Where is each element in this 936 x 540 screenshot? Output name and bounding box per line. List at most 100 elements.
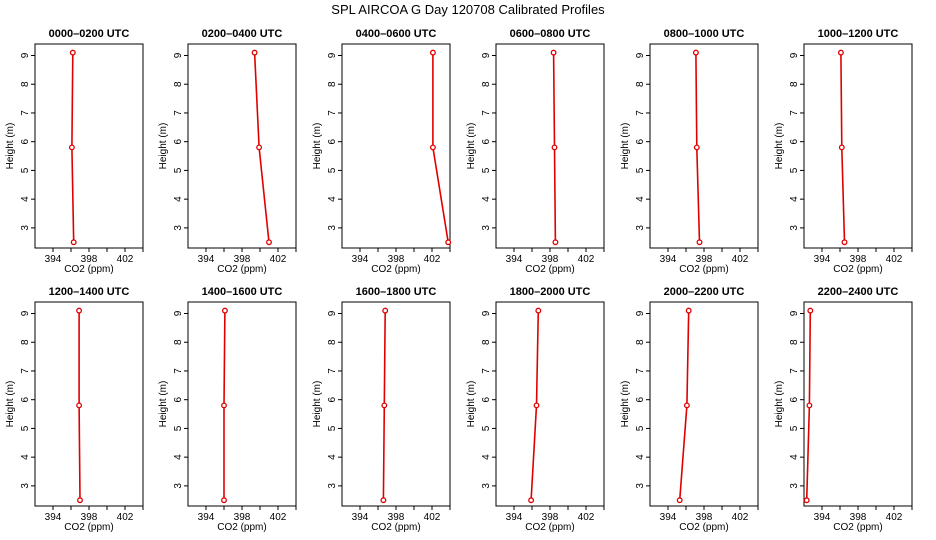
x-tick-label: 394 bbox=[814, 512, 831, 523]
y-tick-label: 7 bbox=[789, 368, 800, 374]
y-tick-label: 6 bbox=[481, 396, 492, 402]
plot-frame bbox=[495, 43, 605, 249]
y-tick-label: 4 bbox=[481, 454, 492, 460]
x-tick-label: 402 bbox=[578, 254, 595, 265]
x-tick-label: 402 bbox=[578, 512, 595, 523]
y-axis-label: Height (m) bbox=[774, 123, 785, 170]
x-tick-label: 394 bbox=[352, 512, 369, 523]
panel-1: 0200–0400 UTC 394 398 402 3 4 5 6 7 8 9 CO2 (ppm) He… bbox=[158, 28, 297, 275]
y-tick-label: 8 bbox=[20, 339, 31, 345]
panel-6: 1200–1400 UTC 394 398 402 3 4 5 6 7 8 9 CO2 (ppm) He… bbox=[5, 286, 144, 533]
y-tick-label: 5 bbox=[327, 167, 338, 173]
y-axis-label: Height (m) bbox=[158, 123, 169, 170]
x-tick-label: 394 bbox=[506, 254, 523, 265]
y-tick-label: 8 bbox=[635, 339, 646, 345]
panel-title: 0200–0400 UTC bbox=[202, 28, 283, 40]
data-point bbox=[221, 402, 227, 409]
plot-frame bbox=[34, 43, 144, 249]
data-point bbox=[837, 49, 844, 56]
x-axis-label: CO2 (ppm) bbox=[64, 522, 113, 533]
y-tick-label: 4 bbox=[635, 196, 646, 202]
panel-title: 0000–0200 UTC bbox=[49, 28, 130, 40]
y-tick-label: 5 bbox=[635, 167, 646, 173]
panel-title: 0600–0800 UTC bbox=[510, 28, 591, 40]
y-tick-label: 4 bbox=[635, 454, 646, 460]
x-axis-label: CO2 (ppm) bbox=[371, 522, 420, 533]
panels-grid: 0000–0200 UTC 394 398 402 3 4 5 6 7 8 9 CO2 (ppm) He… bbox=[5, 28, 913, 533]
y-tick-label: 7 bbox=[327, 368, 338, 374]
data-point bbox=[429, 49, 436, 56]
x-tick-label: 398 bbox=[388, 512, 405, 523]
y-axis-label: Height (m) bbox=[620, 381, 631, 428]
data-point bbox=[380, 497, 387, 504]
panel-4: 0800–1000 UTC 394 398 402 3 4 5 6 7 8 9 CO2 (ppm) He… bbox=[620, 28, 759, 275]
data-point bbox=[221, 497, 227, 504]
y-tick-label: 3 bbox=[173, 225, 184, 231]
y-tick-label: 7 bbox=[20, 110, 31, 116]
y-tick-label: 5 bbox=[173, 167, 184, 173]
panel-title: 1200–1400 UTC bbox=[49, 286, 130, 298]
y-tick-label: 3 bbox=[635, 483, 646, 489]
data-point bbox=[683, 402, 690, 409]
y-tick-label: 8 bbox=[789, 339, 800, 345]
y-tick-label: 3 bbox=[327, 483, 338, 489]
data-point bbox=[266, 239, 272, 246]
x-axis-label: CO2 (ppm) bbox=[371, 264, 420, 275]
x-tick-label: 402 bbox=[270, 512, 287, 523]
y-axis-label: Height (m) bbox=[774, 381, 785, 428]
x-tick-label: 402 bbox=[886, 254, 903, 265]
panel-7: 1400–1600 UTC 394 398 402 3 4 5 6 7 8 9 CO2 (ppm) He… bbox=[158, 286, 297, 533]
plot-frame bbox=[649, 43, 759, 249]
panel-title: 0400–0600 UTC bbox=[356, 28, 437, 40]
y-tick-label: 6 bbox=[20, 396, 31, 402]
x-axis-label: CO2 (ppm) bbox=[64, 264, 113, 275]
y-tick-label: 9 bbox=[635, 52, 646, 58]
panel-5: 1000–1200 UTC 394 398 402 3 4 5 6 7 8 9 CO2 (ppm) He… bbox=[774, 28, 913, 275]
panel-10: 2000–2200 UTC 394 398 402 3 4 5 6 7 8 9 CO2 (ppm) He… bbox=[620, 286, 759, 533]
x-tick-label: 394 bbox=[660, 254, 677, 265]
panel-title: 1400–1600 UTC bbox=[202, 286, 283, 298]
data-point bbox=[429, 144, 436, 151]
x-tick-label: 394 bbox=[45, 254, 62, 265]
y-axis-label: Height (m) bbox=[158, 381, 169, 428]
panel-title: 1600–1800 UTC bbox=[356, 286, 437, 298]
x-tick-label: 394 bbox=[352, 254, 369, 265]
y-tick-label: 5 bbox=[481, 167, 492, 173]
y-axis-label: Height (m) bbox=[466, 381, 477, 428]
plot-frame bbox=[187, 43, 297, 249]
data-point bbox=[69, 49, 76, 56]
x-tick-label: 398 bbox=[81, 254, 98, 265]
data-point bbox=[692, 49, 699, 56]
x-axis-label: CO2 (ppm) bbox=[217, 264, 266, 275]
y-tick-label: 3 bbox=[173, 483, 184, 489]
data-point bbox=[256, 144, 263, 151]
y-tick-label: 6 bbox=[327, 396, 338, 402]
x-axis-label: CO2 (ppm) bbox=[525, 264, 574, 275]
y-tick-label: 5 bbox=[20, 167, 31, 173]
x-tick-label: 402 bbox=[117, 254, 134, 265]
y-tick-label: 8 bbox=[327, 81, 338, 87]
y-tick-label: 4 bbox=[327, 454, 338, 460]
x-tick-label: 398 bbox=[850, 512, 867, 523]
plot-frame bbox=[187, 301, 297, 507]
y-tick-label: 6 bbox=[635, 138, 646, 144]
y-tick-label: 8 bbox=[481, 339, 492, 345]
data-point bbox=[551, 144, 558, 151]
y-tick-label: 6 bbox=[789, 396, 800, 402]
y-tick-label: 6 bbox=[635, 396, 646, 402]
data-point bbox=[807, 307, 814, 314]
y-tick-label: 6 bbox=[173, 138, 184, 144]
panel-9: 1800–2000 UTC 394 398 402 3 4 5 6 7 8 9 CO2 (ppm) He… bbox=[466, 286, 605, 533]
y-axis-label: Height (m) bbox=[312, 381, 323, 428]
x-tick-label: 398 bbox=[542, 254, 559, 265]
plot-frame bbox=[649, 301, 759, 507]
x-tick-label: 398 bbox=[850, 254, 867, 265]
y-tick-label: 3 bbox=[635, 225, 646, 231]
data-point bbox=[685, 307, 692, 314]
x-tick-label: 398 bbox=[696, 512, 713, 523]
y-tick-label: 5 bbox=[635, 425, 646, 431]
y-tick-label: 8 bbox=[173, 81, 184, 87]
panel-3: 0600–0800 UTC 394 398 402 3 4 5 6 7 8 9 CO2 (ppm) He… bbox=[466, 28, 605, 275]
x-tick-label: 402 bbox=[117, 512, 134, 523]
